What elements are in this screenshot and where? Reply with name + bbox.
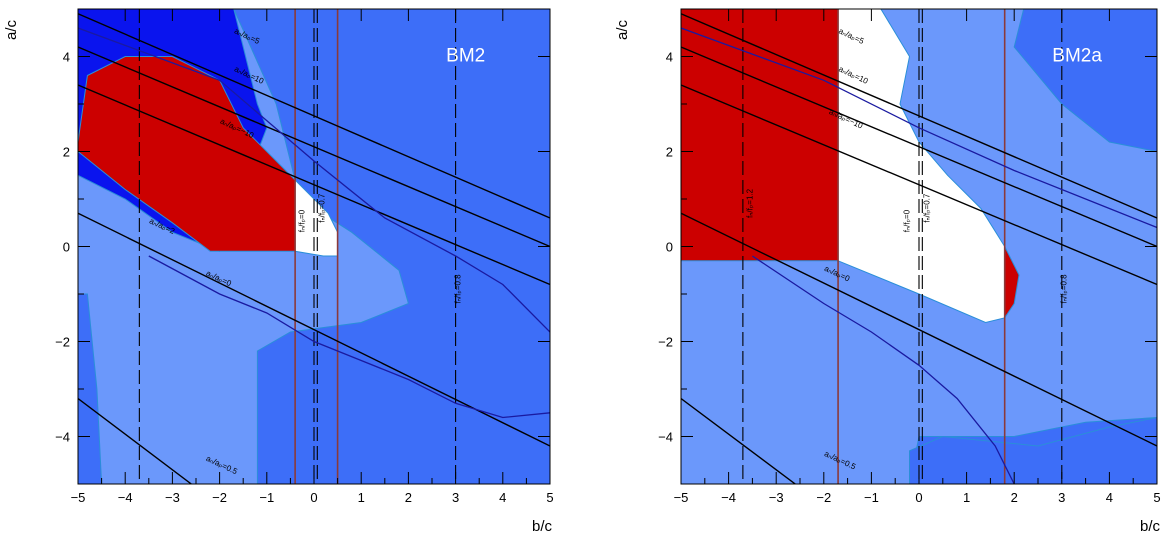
x-tick-label: −2 — [816, 490, 831, 505]
contour-line-0 — [78, 13, 550, 219]
x-tick-label: 4 — [499, 490, 506, 505]
benchmark-label: BM2 — [446, 45, 485, 66]
y-tick-label: 4 — [63, 50, 70, 65]
x-tick-label: 2 — [1011, 490, 1018, 505]
x-tick-label: −4 — [118, 490, 133, 505]
contour-line-0 — [681, 13, 1157, 219]
x-tick-label: 1 — [358, 490, 365, 505]
x-tick-label: −5 — [71, 490, 86, 505]
contour-curve-0 — [78, 27, 550, 333]
y-tick-label: −4 — [55, 430, 70, 445]
benchmark-label: BM2a — [1052, 45, 1102, 66]
annotation-label: fₙ/fₚ=0 — [902, 209, 911, 232]
y-tick-label: 2 — [63, 145, 70, 160]
x-tick-label: 1 — [963, 490, 970, 505]
x-tick-label: 2 — [405, 490, 412, 505]
contour-line-2 — [681, 84, 1157, 286]
x-tick-label: 0 — [310, 490, 317, 505]
x-tick-label: 5 — [1153, 490, 1160, 505]
annotation-label: fₙ/fₚ=1.2 — [745, 188, 754, 218]
region-medium-1 — [909, 416, 1157, 484]
contour-curve-0 — [681, 27, 1157, 229]
annotation-label: fₙ/fₚ=0.7 — [922, 193, 931, 223]
contour-line-3 — [681, 212, 1157, 447]
chart-panel-bm2: aₙ/aₚ=5aₙ/aₚ=10aₙ/aₚ=−10aₙ/aₚ=0aₙ/aₚ=0.5… — [3, 8, 554, 535]
y-axis-title: a/c — [3, 19, 20, 40]
contour-line-1 — [681, 46, 1157, 248]
x-tick-label: 3 — [1058, 490, 1065, 505]
x-tick-label: −1 — [259, 490, 274, 505]
y-tick-label: −2 — [658, 335, 673, 350]
contour-curve-1 — [752, 255, 1015, 484]
x-tick-label: −4 — [721, 490, 736, 505]
contour-line-1 — [78, 46, 550, 248]
y-tick-label: 0 — [63, 240, 70, 255]
x-tick-label: −1 — [864, 490, 879, 505]
chart-panel-bm2a: aₙ/aₚ=5aₙ/aₚ=10aₙ/aₚ=−10aₙ/aₚ=0aₙ/aₚ=0.5… — [614, 8, 1161, 535]
x-tick-label: 0 — [915, 490, 922, 505]
contour-line-4 — [681, 397, 796, 484]
x-tick-label: 4 — [1106, 490, 1113, 505]
x-tick-label: 3 — [452, 490, 459, 505]
contour-curve-1 — [148, 255, 550, 419]
x-tick-label: −3 — [769, 490, 784, 505]
y-tick-label: 2 — [666, 145, 673, 160]
annotation-label: fₙ/fₚ=0.8 — [1060, 274, 1069, 304]
x-axis-title: b/c — [1140, 518, 1161, 535]
contour-line-4 — [78, 397, 192, 484]
x-tick-label: −3 — [165, 490, 180, 505]
contour-line-2 — [78, 84, 550, 286]
contour-line-3 — [78, 212, 550, 447]
annotation-label: fₙ/fₚ=0.8 — [453, 274, 462, 304]
y-tick-label: −2 — [55, 335, 70, 350]
x-axis-title: b/c — [532, 518, 553, 535]
y-tick-label: 4 — [666, 50, 673, 65]
x-tick-label: −5 — [674, 490, 689, 505]
annotation-label: fₙ/fₚ=0 — [298, 209, 307, 232]
annotation-label: fₙ/fₚ=0.7 — [317, 193, 326, 223]
region-white-3 — [837, 9, 1006, 324]
y-tick-label: 0 — [666, 240, 673, 255]
x-tick-label: 5 — [546, 490, 553, 505]
y-tick-label: −4 — [658, 430, 673, 445]
x-tick-label: −2 — [212, 490, 227, 505]
y-axis-title: a/c — [614, 19, 631, 40]
